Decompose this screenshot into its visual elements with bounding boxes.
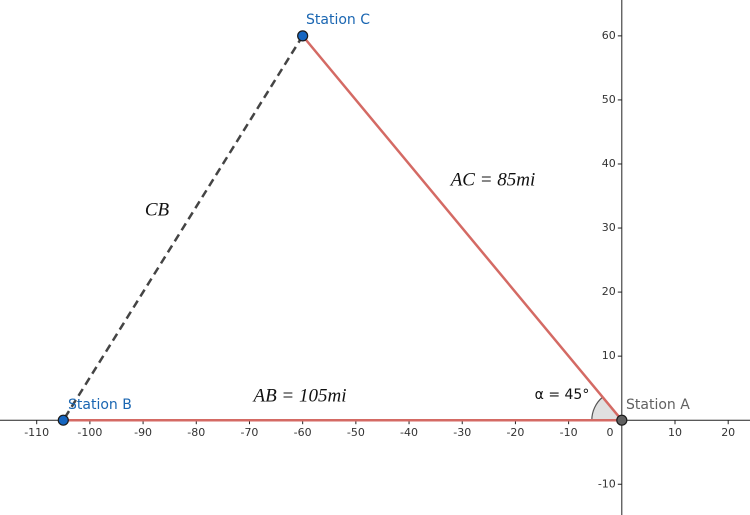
x-tick-label: -40 — [400, 426, 418, 439]
x-tick-label: -100 — [77, 426, 102, 439]
point — [57, 414, 69, 426]
segment-label: AB = 105mi — [251, 385, 346, 406]
y-tick-label: 30 — [602, 221, 616, 234]
point — [297, 30, 309, 42]
point-label: Station B — [68, 397, 132, 413]
x-tick-label: -90 — [134, 426, 152, 439]
point-label: Station C — [306, 12, 370, 28]
point-label: Station A — [626, 397, 690, 413]
x-tick-label: -30 — [453, 426, 471, 439]
point — [616, 414, 628, 426]
x-tick-label: -10 — [560, 426, 578, 439]
y-tick-label: 40 — [602, 157, 616, 170]
y-tick-label: 10 — [602, 349, 616, 362]
y-tick-label: -10 — [598, 477, 616, 490]
x-tick-label: -60 — [294, 426, 312, 439]
x-tick-label: 20 — [721, 426, 735, 439]
y-tick-label: 20 — [602, 285, 616, 298]
y-tick-label: 60 — [602, 29, 616, 42]
y-tick-label: 50 — [602, 93, 616, 106]
x-tick-label: -80 — [187, 426, 205, 439]
x-tick-label: -70 — [240, 426, 258, 439]
shapes — [57, 30, 628, 426]
origin-label: 0 — [607, 426, 614, 439]
x-tick-label: 10 — [668, 426, 682, 439]
x-tick-label: -110 — [24, 426, 49, 439]
angle-label: α = 45° — [535, 387, 590, 403]
x-tick-label: -50 — [347, 426, 365, 439]
segment-label: AC = 85mi — [449, 169, 536, 190]
segment-label: CB — [145, 199, 170, 220]
segment — [301, 35, 623, 421]
x-tick-label: -20 — [506, 426, 524, 439]
segment — [62, 35, 304, 421]
